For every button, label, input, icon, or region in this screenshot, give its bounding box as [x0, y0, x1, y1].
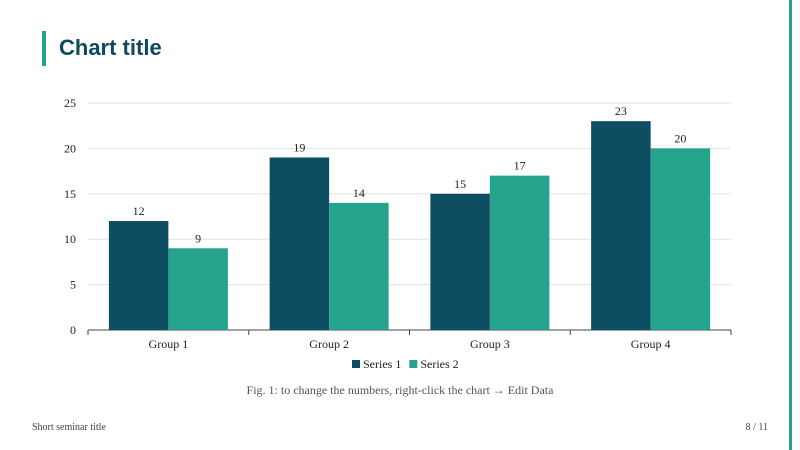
y-tick-label: 5: [70, 278, 76, 292]
data-label: 12: [133, 204, 145, 218]
bar-group-2-series-2: [329, 202, 389, 330]
y-tick-label: 25: [64, 96, 76, 110]
data-label: 19: [293, 140, 305, 154]
y-tick-label: 15: [64, 187, 76, 201]
bar-group-4-series-1: [591, 121, 651, 330]
legend-label-series-1: Series 1: [363, 357, 401, 371]
legend-label-series-2: Series 2: [420, 357, 458, 371]
bar-group-3-series-2: [489, 175, 550, 330]
legend-swatch-series-1: [352, 360, 360, 368]
x-tick-label: Group 2: [309, 337, 349, 351]
legend-swatch-series-2: [409, 360, 418, 368]
y-tick-label: 10: [64, 232, 76, 246]
bar-group-4-series-2: [650, 148, 711, 330]
page-number: 8 / 11: [745, 422, 768, 433]
data-label: 17: [514, 159, 526, 173]
y-tick-label: 20: [64, 141, 76, 155]
footer-seminar-title: Short seminar title: [32, 422, 106, 433]
figure-caption: Fig. 1: to change the numbers, right-cli…: [246, 383, 554, 397]
data-label: 9: [195, 231, 201, 245]
right-edge-rule: [789, 0, 792, 450]
bar-group-1-series-2: [168, 248, 228, 330]
data-label: 15: [454, 177, 466, 191]
data-label: 20: [674, 131, 686, 145]
x-tick-label: Group 4: [631, 337, 671, 351]
data-label: 14: [353, 186, 365, 200]
x-tick-label: Group 1: [149, 337, 189, 351]
title-accent-bar: [42, 31, 46, 66]
data-label: 23: [615, 104, 627, 118]
bar-group-2-series-1: [269, 157, 330, 330]
x-tick-label: Group 3: [470, 337, 510, 351]
bar-group-1-series-1: [108, 221, 169, 330]
bar-group-3-series-1: [430, 193, 490, 330]
y-tick-label: 0: [70, 323, 76, 337]
slide-title: Chart title: [59, 35, 162, 60]
